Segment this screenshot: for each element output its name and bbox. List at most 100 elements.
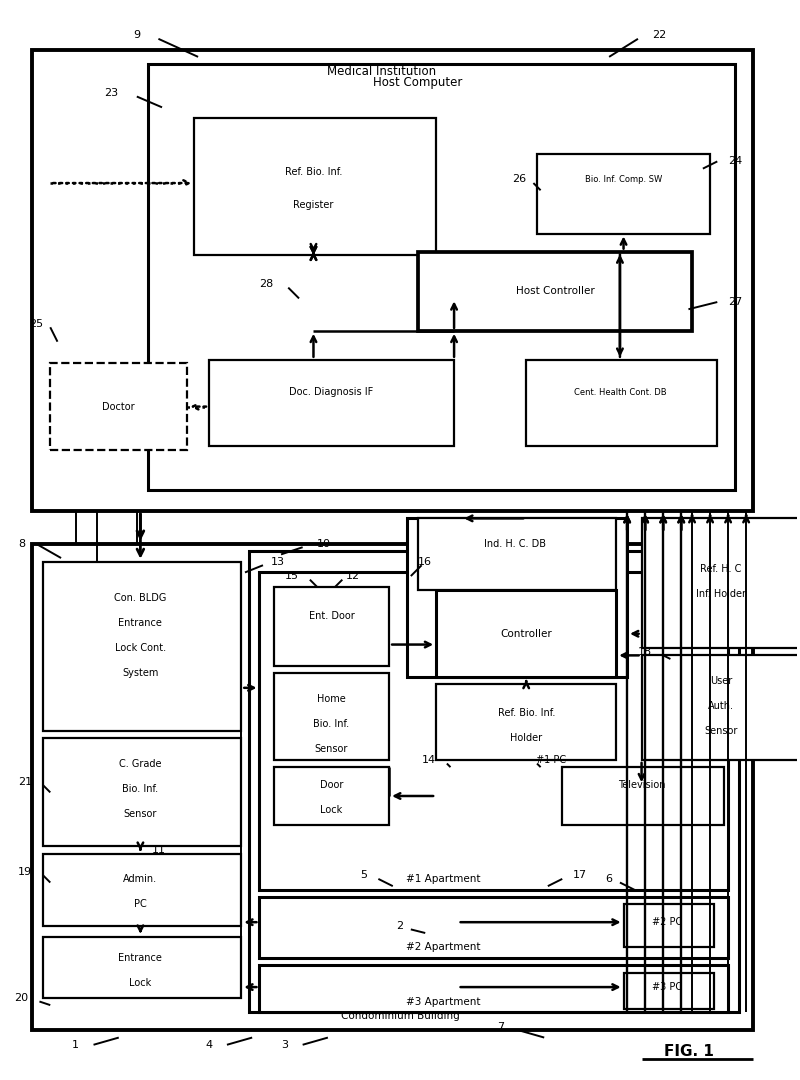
Text: PC: PC — [134, 900, 146, 909]
Text: Lock Cont.: Lock Cont. — [115, 644, 166, 653]
Bar — [50, 363, 187, 450]
Text: Home: Home — [317, 693, 346, 704]
Text: Door: Door — [320, 780, 343, 791]
Bar — [259, 572, 728, 890]
Text: 12: 12 — [346, 571, 360, 581]
Text: Bio. Inf.: Bio. Inf. — [314, 719, 350, 729]
Bar — [274, 586, 389, 666]
Text: FIG. 1: FIG. 1 — [663, 1044, 714, 1059]
Text: 1: 1 — [72, 1040, 79, 1050]
Bar — [623, 904, 714, 947]
Text: 24: 24 — [728, 157, 742, 166]
Bar — [407, 518, 627, 677]
Bar — [43, 936, 242, 998]
Text: Bio. Inf.: Bio. Inf. — [122, 784, 158, 794]
Bar — [274, 674, 389, 760]
Text: 28: 28 — [259, 279, 274, 289]
Text: #2 PC: #2 PC — [652, 917, 682, 928]
Bar — [194, 118, 436, 255]
Text: 20: 20 — [14, 993, 29, 1003]
Bar — [32, 543, 754, 1030]
Text: Sensor: Sensor — [315, 744, 348, 754]
Text: 6: 6 — [606, 874, 613, 883]
Bar — [249, 551, 739, 1012]
Text: Auth.: Auth. — [708, 701, 734, 711]
Bar — [537, 154, 710, 233]
Text: Controller: Controller — [500, 629, 552, 638]
Text: Admin.: Admin. — [123, 874, 158, 883]
Text: Entrance: Entrance — [118, 954, 162, 963]
Text: 15: 15 — [285, 571, 299, 581]
Bar — [32, 50, 754, 511]
Text: Lock: Lock — [130, 978, 151, 988]
Bar — [274, 767, 389, 825]
Text: Holder: Holder — [510, 733, 542, 743]
Text: Television: Television — [618, 780, 666, 791]
Bar — [43, 853, 242, 926]
Text: System: System — [122, 669, 158, 678]
Text: 23: 23 — [105, 87, 118, 98]
Bar — [623, 973, 714, 1009]
Text: #3 PC: #3 PC — [652, 982, 682, 993]
Text: Host Computer: Host Computer — [374, 76, 462, 89]
Text: #3 Apartment: #3 Apartment — [406, 997, 481, 1007]
Text: Ref. Bio. Inf.: Ref. Bio. Inf. — [285, 167, 342, 177]
Bar — [43, 562, 242, 731]
Text: Ref. Bio. Inf.: Ref. Bio. Inf. — [498, 708, 555, 718]
Text: Cent. Health Cont. DB: Cent. Health Cont. DB — [574, 388, 666, 396]
Text: Sensor: Sensor — [704, 726, 738, 737]
Text: User: User — [710, 676, 732, 686]
Bar — [526, 360, 718, 446]
Text: Doctor: Doctor — [102, 402, 135, 411]
Text: Bio. Inf. Comp. SW: Bio. Inf. Comp. SW — [585, 175, 662, 184]
Bar — [436, 685, 616, 760]
Text: 25: 25 — [29, 319, 43, 328]
Text: Sensor: Sensor — [124, 809, 157, 819]
Text: 13: 13 — [270, 556, 285, 567]
Bar — [209, 360, 454, 446]
Text: 8: 8 — [18, 539, 25, 549]
Text: Con. BLDG: Con. BLDG — [114, 593, 166, 603]
Text: Doc. Diagnosis IF: Doc. Diagnosis IF — [290, 387, 374, 397]
Text: 16: 16 — [418, 556, 432, 567]
Text: Entrance: Entrance — [118, 618, 162, 627]
Text: Medical Institution: Medical Institution — [327, 65, 437, 78]
Bar — [43, 739, 242, 847]
Text: Lock: Lock — [320, 806, 342, 815]
Bar — [259, 966, 728, 1012]
Bar — [436, 591, 616, 677]
Text: 14: 14 — [422, 755, 436, 765]
Bar — [418, 518, 616, 591]
Text: Condominium Building: Condominium Building — [341, 1011, 459, 1021]
Text: 3: 3 — [281, 1040, 288, 1050]
Text: 11: 11 — [151, 845, 166, 855]
Text: Host Controller: Host Controller — [516, 286, 594, 296]
Text: Register: Register — [294, 200, 334, 210]
Text: Inf. Holder: Inf. Holder — [696, 589, 746, 599]
Bar — [642, 518, 800, 648]
Text: 18: 18 — [638, 647, 652, 657]
Text: 10: 10 — [318, 539, 331, 549]
Text: #2 Apartment: #2 Apartment — [406, 943, 481, 953]
Text: 26: 26 — [512, 175, 526, 185]
Text: Ind. H. C. DB: Ind. H. C. DB — [484, 539, 546, 549]
Text: 19: 19 — [18, 867, 32, 877]
Bar — [259, 897, 728, 958]
Bar — [642, 656, 800, 760]
Text: 17: 17 — [574, 870, 587, 880]
Text: #1 PC: #1 PC — [536, 755, 566, 765]
Text: 22: 22 — [653, 30, 666, 40]
Text: Ref. H. C: Ref. H. C — [700, 564, 742, 573]
Text: 7: 7 — [498, 1022, 505, 1031]
Text: 27: 27 — [728, 297, 742, 307]
Text: Ent. Door: Ent. Door — [309, 610, 354, 621]
Bar — [418, 252, 692, 330]
Text: #1 Apartment: #1 Apartment — [406, 874, 481, 883]
Text: 5: 5 — [361, 870, 367, 880]
Bar — [562, 767, 725, 825]
Text: 4: 4 — [206, 1040, 213, 1050]
Text: 2: 2 — [397, 921, 403, 931]
Text: C. Grade: C. Grade — [119, 758, 162, 769]
Bar — [148, 64, 735, 489]
Text: 9: 9 — [134, 30, 140, 40]
